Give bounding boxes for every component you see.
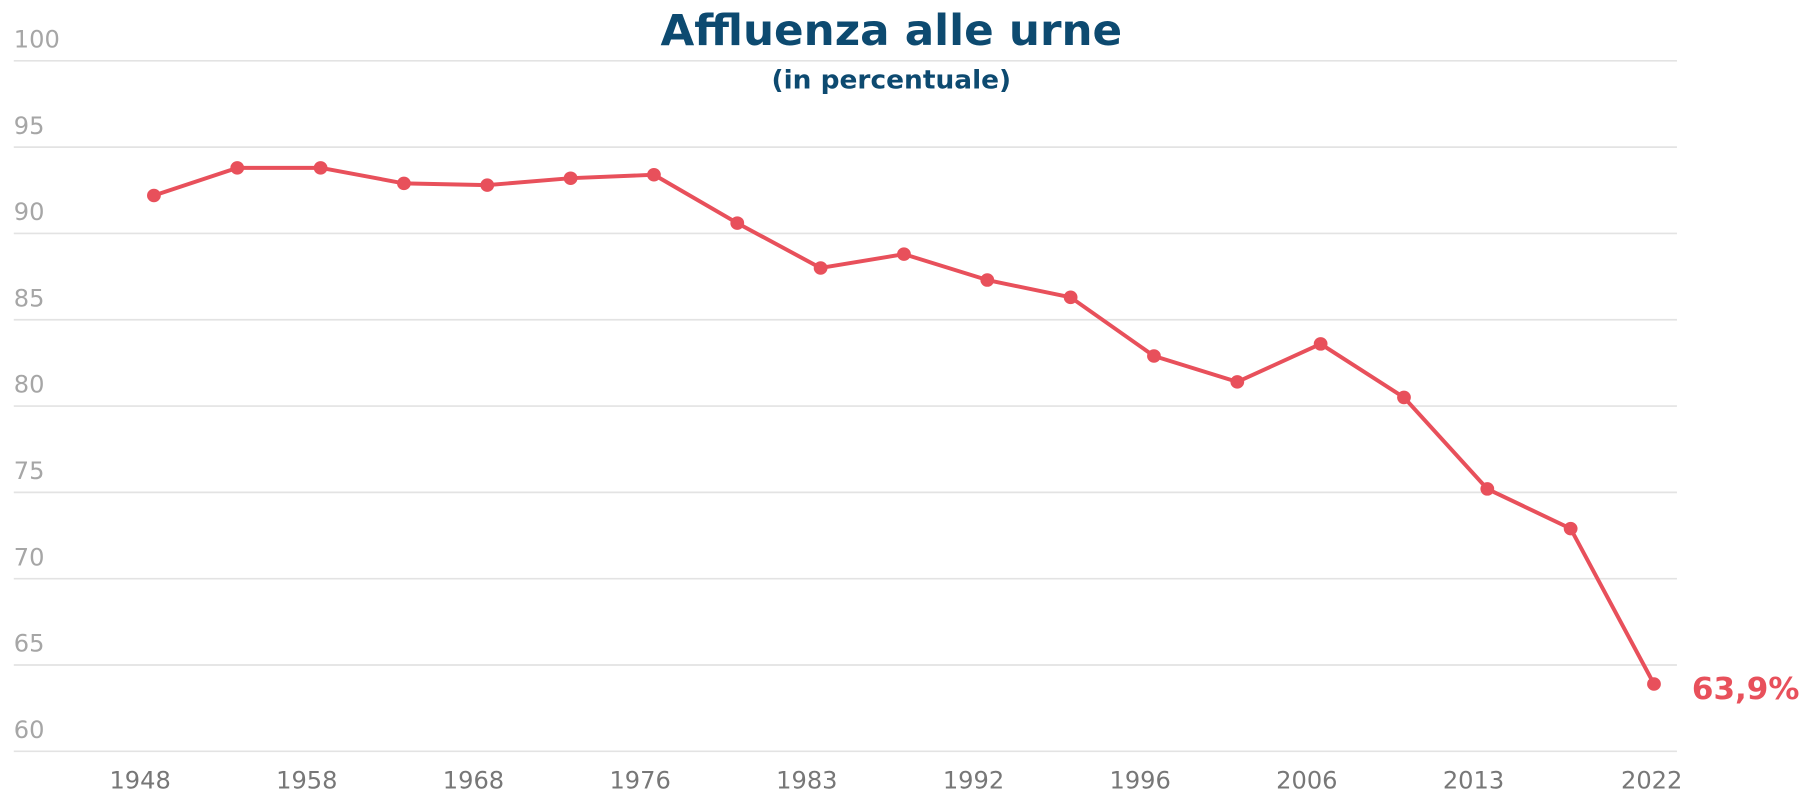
x-tick-label: 1948 [109,767,170,795]
y-tick-label: 95 [14,112,45,140]
x-tick-label: 1958 [276,767,337,795]
y-tick-label: 75 [14,457,45,485]
x-tick-label: 1996 [1109,767,1170,795]
y-tick-label: 70 [14,544,45,572]
point [1563,521,1578,536]
y-tick-label: 85 [14,285,45,313]
point [313,161,328,175]
chart-subtitle: (in percentuale) [772,66,1012,96]
y-tick-label: 60 [14,716,45,744]
point [730,216,745,230]
x-tick-label: 1992 [943,767,1004,795]
point [563,171,578,185]
point [813,261,828,275]
point [647,167,661,182]
point [397,176,411,191]
y-tick-label: 100 [14,26,60,54]
x-tick-label: 2013 [1443,767,1504,795]
x-tick-label: 1983 [776,767,837,795]
point [1480,482,1495,496]
point [1647,677,1661,691]
y-tick-label: 65 [14,630,45,658]
point [1230,375,1245,389]
point [1147,349,1161,363]
y-tick-label: 90 [14,198,45,226]
x-tick-label: 1976 [609,767,670,795]
point [980,273,995,287]
chart-title: Affluenza alle urne [660,7,1122,57]
point [897,247,911,261]
data-label: 63,9% [1692,671,1800,707]
x-tick-label: 2006 [1276,767,1337,795]
point [1313,337,1328,351]
point [1397,390,1411,405]
point [230,161,245,175]
point [147,188,161,203]
y-tick-label: 80 [14,371,45,399]
x-tick-label: 1968 [443,767,504,795]
line [153,165,1656,685]
point [1063,290,1078,305]
point [480,178,495,192]
x-tick-label: 2022 [1621,767,1682,795]
